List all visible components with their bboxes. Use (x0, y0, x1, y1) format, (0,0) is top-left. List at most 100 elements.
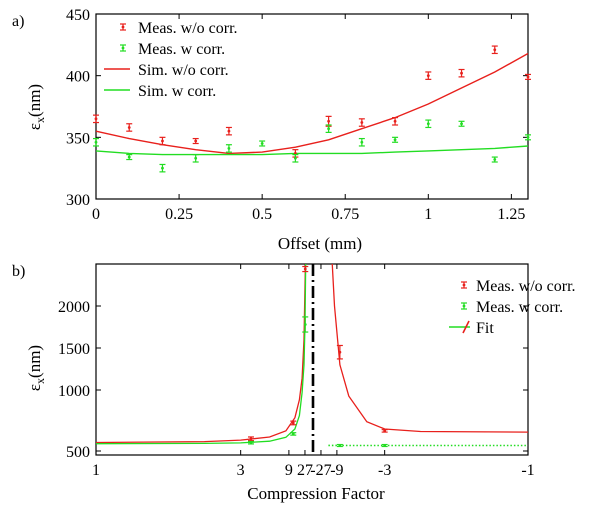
b-data-point (336, 443, 343, 448)
b-fit-line (96, 264, 307, 444)
a-xtick-label: 0.75 (331, 206, 359, 223)
panel-b-xlabel: Compression Factor (247, 484, 385, 503)
panel-a-axes-frame (95, 13, 529, 200)
a-data-point (358, 137, 365, 147)
a-data-point (491, 156, 498, 163)
a-data-point-marker (227, 147, 231, 150)
b-data-point-marker (383, 444, 387, 447)
b-xtick-label: -27 (310, 462, 331, 479)
a-data-point-marker (293, 156, 297, 160)
a-ytick-label: 300 (66, 192, 90, 209)
a-data-point (458, 68, 465, 78)
b-ytick-label: 500 (66, 444, 90, 461)
a-data-point-marker (327, 119, 331, 123)
a-legend-marker (120, 44, 126, 52)
panel-b-label: b) (12, 263, 25, 280)
b-legend-line-red (462, 320, 470, 334)
b-data-point (381, 443, 388, 448)
a-ytick-label: 400 (66, 69, 90, 86)
b-data-point-marker (249, 437, 253, 441)
b-xtick-label: -9 (330, 462, 343, 479)
a-data-point (126, 154, 133, 161)
a-data-point (525, 134, 531, 141)
b-data-point (302, 316, 309, 333)
a-data-point (225, 144, 232, 153)
a-data-point-marker (194, 139, 198, 143)
a-sim-line (95, 52, 529, 155)
panel-a-ylabel: εx(nm) (25, 84, 47, 130)
b-ytick-label: 1500 (58, 341, 90, 358)
a-data-point (93, 137, 99, 147)
panel-b-legend: Meas. w/o corr. Meas. w corr. Fit (449, 278, 576, 337)
b-xtick-label: -3 (378, 462, 391, 479)
b-data-point (381, 429, 388, 433)
a-data-point (392, 136, 399, 143)
b-legend-marker-marker (462, 283, 466, 287)
b-fit-line (331, 264, 528, 433)
a-data-point-marker (161, 139, 164, 143)
a-legend-marker-marker (121, 46, 125, 50)
a-legend-label: Sim. w/o corr. (138, 62, 229, 79)
b-legend-marker (461, 302, 467, 310)
a-data-point-marker (227, 129, 231, 133)
a-data-point-marker (127, 126, 131, 129)
b-data-point-marker (303, 267, 307, 271)
a-data-point-marker (526, 135, 530, 139)
a-legend-label: Sim. w corr. (138, 83, 216, 100)
a-data-point-marker (393, 119, 397, 123)
b-data-point-marker (291, 421, 295, 425)
a-data-point-marker (94, 117, 98, 121)
panel-a-xlabel: Offset (mm) (278, 234, 362, 253)
a-data-point (458, 120, 465, 127)
a-ytick-label: 450 (66, 7, 90, 24)
b-data-point (336, 344, 343, 360)
a-xtick-label: 0 (92, 206, 100, 223)
a-xtick-label: 1.25 (497, 206, 525, 223)
a-data-point-marker (161, 166, 164, 170)
a-sim-line (95, 145, 529, 156)
b-data-point-marker (291, 432, 295, 436)
b-data-point (302, 265, 309, 273)
b-data-point-marker (383, 429, 387, 433)
a-data-point-marker (460, 71, 463, 75)
b-legend-marker (461, 281, 467, 289)
a-data-point-marker (94, 140, 98, 144)
a-data-point (159, 136, 166, 146)
b-data-point (290, 420, 297, 426)
a-ytick-label: 350 (66, 130, 90, 147)
panel-b-series (96, 264, 528, 448)
b-ytick-label: 1000 (58, 383, 90, 400)
b-data-point-marker (338, 350, 342, 354)
panel-b-ylabel-sub: x (33, 378, 47, 384)
b-legend-marker-marker (462, 304, 466, 308)
b-xtick-label: 1 (92, 462, 100, 479)
panel-a-label: a) (12, 13, 24, 30)
b-fit-line (96, 264, 307, 445)
a-legend-label: Meas. w corr. (138, 41, 225, 58)
b-legend-label: Meas. w corr. (476, 299, 563, 316)
a-data-point (93, 114, 99, 124)
panel-a-ticks: 0 0.25 0.5 0.75 1 1.25 300 350 400 450 (66, 7, 528, 223)
a-data-point (325, 124, 332, 133)
panel-a-ylabel-main: ε (25, 123, 44, 130)
a-data-point (159, 163, 166, 173)
panel-b: b) 1 3 9 27-27-9 -3 -1 500 1000 1500 2000 Compres… (12, 263, 576, 503)
a-data-point-marker (327, 127, 331, 131)
a-data-point-marker (493, 158, 497, 161)
a-data-point-marker (426, 74, 430, 78)
a-data-point-marker (393, 138, 397, 142)
a-data-point (192, 154, 199, 163)
a-xtick-label: 0.5 (252, 206, 272, 223)
panel-a: a) 0 0.25 0.5 0.75 1 1.25 300 350 400 450 Offset … (12, 7, 531, 253)
b-xtick-label: -1 (521, 462, 534, 479)
a-data-point-marker (260, 142, 264, 145)
a-data-point (491, 45, 498, 55)
a-data-point (292, 154, 299, 163)
b-legend-label: Meas. w/o corr. (476, 278, 576, 295)
panel-a-ylabel-sub: x (33, 117, 47, 123)
a-data-point (392, 116, 399, 126)
panel-b-ticks: 1 3 9 27-27-9 -3 -1 500 1000 1500 2000 (58, 264, 535, 479)
panel-a-legend: Meas. w/o corr. Meas. w corr. Sim. w/o cor… (104, 20, 238, 100)
b-ytick-label: 2000 (58, 299, 90, 316)
